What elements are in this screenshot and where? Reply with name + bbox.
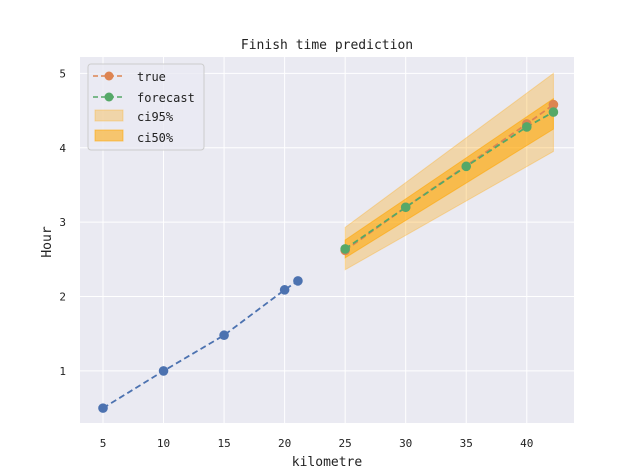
legend-box	[87, 63, 205, 151]
line-observed	[102, 280, 299, 409]
chart-title: Finish time prediction	[241, 38, 413, 53]
legend-label-ci50: ci50%	[137, 131, 174, 145]
x-tick-label: 15	[217, 437, 230, 450]
legend-swatch-ci50	[94, 129, 124, 142]
legend-label-true: true	[137, 70, 166, 84]
x-tick-label: 25	[339, 437, 352, 450]
legend-swatch-ci95	[94, 109, 124, 122]
x-axis-label: kilometre	[292, 455, 363, 470]
point-forecast	[461, 161, 472, 172]
point-observed	[219, 330, 229, 341]
point-forecast	[400, 202, 411, 213]
series-points	[98, 99, 559, 413]
point-observed	[158, 366, 169, 376]
x-tick-label: 40	[520, 437, 533, 450]
legend-marker-true	[104, 71, 114, 81]
point-observed	[98, 403, 108, 413]
y-axis-label: Hour	[40, 226, 55, 257]
x-tick-label: 35	[460, 437, 473, 450]
point-true	[548, 99, 559, 110]
y-tick-label: 3	[59, 216, 66, 229]
y-tick-label: 1	[59, 365, 66, 378]
y-tick-label: 4	[59, 142, 66, 155]
point-forecast	[340, 244, 350, 254]
point-observed	[279, 285, 290, 295]
x-tick-labels: 5 10 15 20 25 30 35 40	[100, 437, 534, 450]
legend-marker-forecast	[104, 92, 114, 102]
x-tick-label: 30	[399, 437, 412, 450]
point-forecast	[548, 107, 559, 117]
legend-label-forecast: forecast	[137, 91, 195, 105]
legend-label-ci95: ci95%	[137, 110, 174, 124]
y-tick-label: 2	[59, 291, 66, 304]
x-tick-label: 5	[100, 437, 107, 450]
y-tick-labels: 1 2 3 4 5	[59, 67, 66, 378]
point-observed	[293, 276, 303, 286]
legend: true forecast ci95% ci50%	[87, 63, 205, 151]
y-tick-label: 5	[59, 67, 66, 80]
point-forecast	[521, 122, 532, 132]
x-tick-label: 20	[278, 437, 291, 450]
x-tick-label: 10	[157, 437, 170, 450]
